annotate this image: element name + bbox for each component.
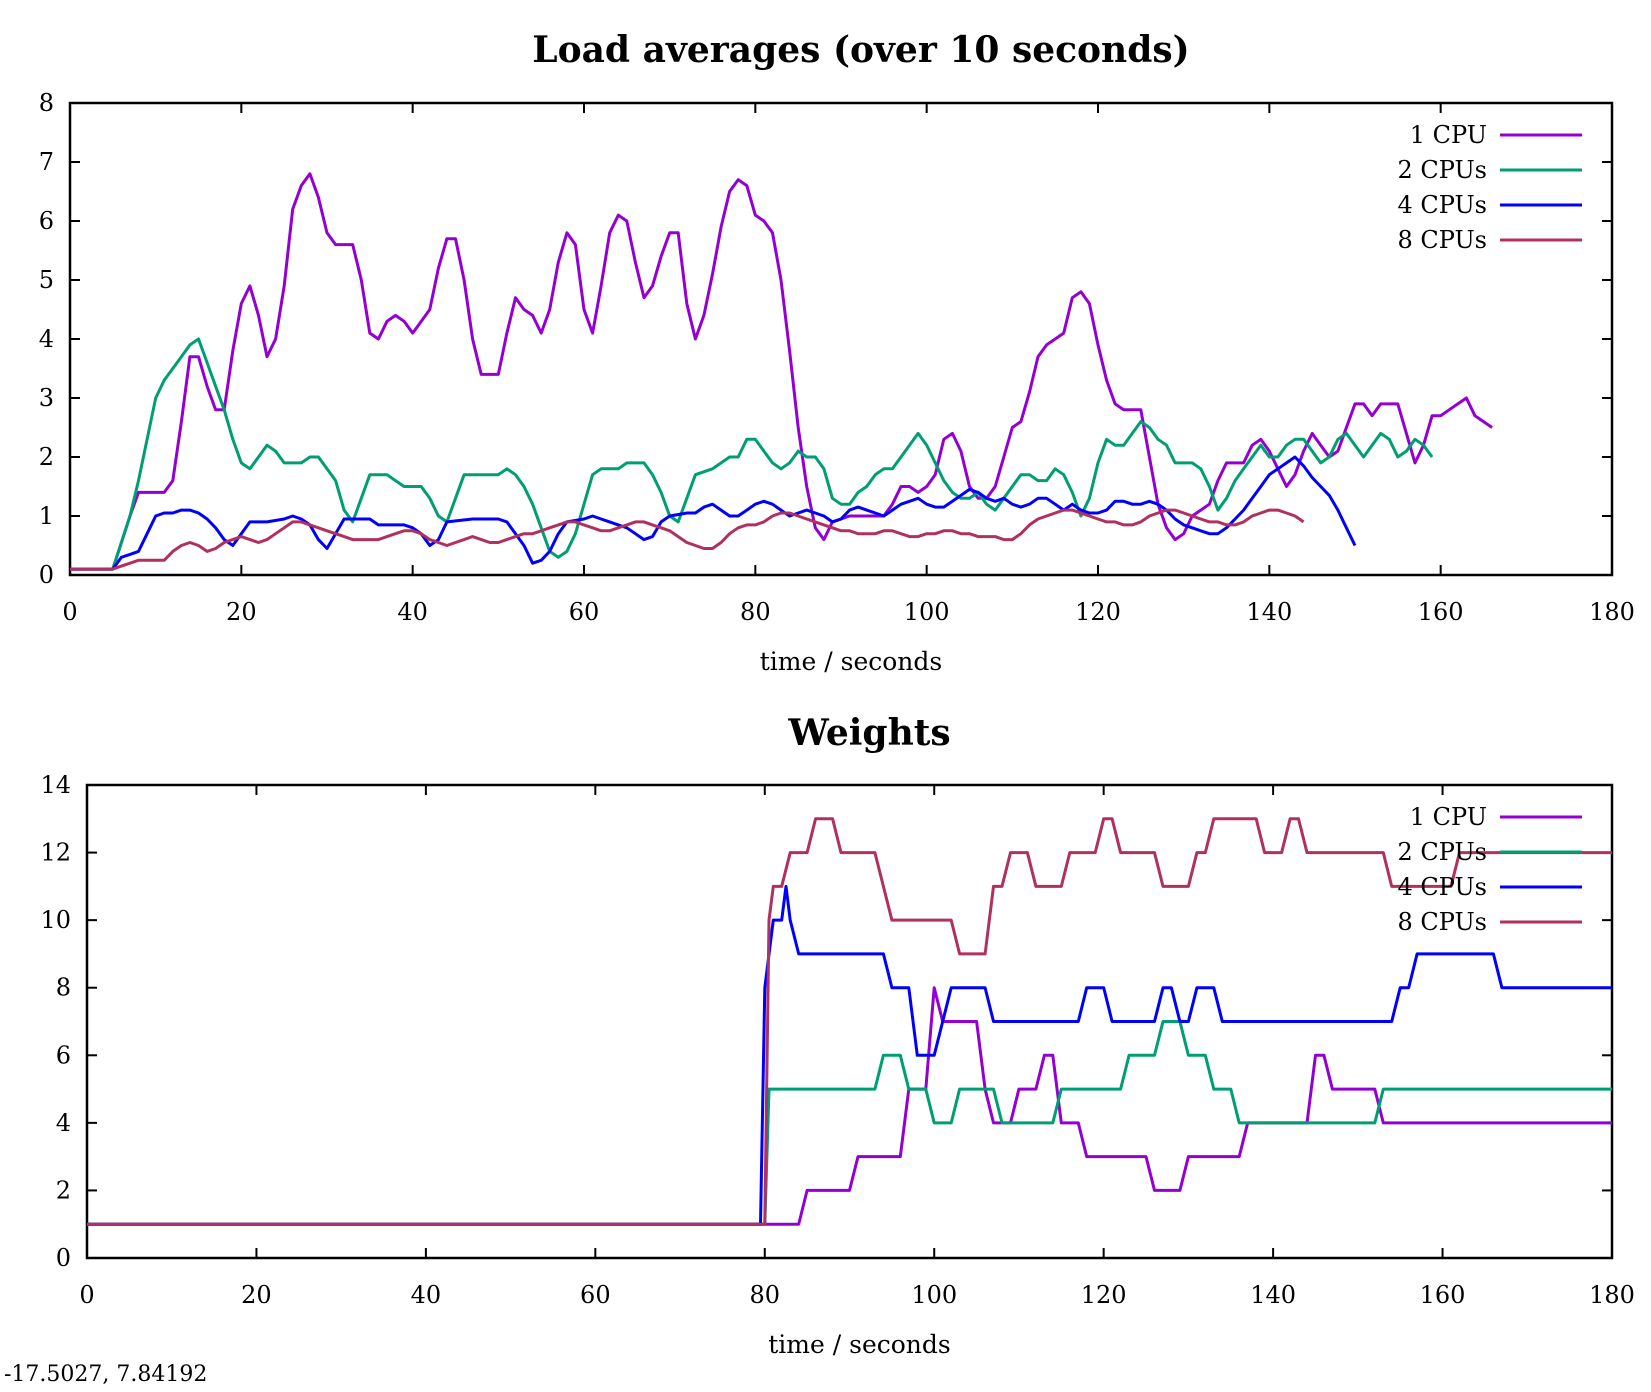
x-tick-label: 180: [1589, 1281, 1635, 1309]
x-tick-label: 20: [241, 1281, 272, 1309]
y-tick-label: 1: [39, 502, 54, 530]
y-tick-label: 8: [56, 974, 71, 1002]
y-tick-label: 0: [56, 1244, 71, 1272]
x-tick-label: 180: [1589, 598, 1635, 626]
y-tick-label: 4: [39, 325, 54, 353]
x-tick-label: 60: [569, 598, 600, 626]
chart-title: Weights: [787, 712, 950, 754]
y-tick-label: 3: [39, 384, 54, 412]
x-tick-label: 160: [1420, 1281, 1466, 1309]
legend-label: 1 CPU: [1410, 121, 1487, 149]
x-tick-label: 100: [911, 1281, 957, 1309]
legend-label: 2 CPUs: [1397, 156, 1487, 184]
y-tick-label: 0: [39, 561, 54, 589]
legend-label: 8 CPUs: [1397, 908, 1487, 936]
y-tick-label: 5: [39, 266, 54, 294]
x-tick-label: 140: [1246, 598, 1292, 626]
legend-label: 4 CPUs: [1397, 873, 1487, 901]
chart-title: Load averages (over 10 seconds): [532, 29, 1189, 71]
y-tick-label: 2: [56, 1176, 71, 1204]
load-averages-chart: Load averages (over 10 seconds)0 20 40 60 80…: [39, 29, 1635, 676]
series-line-8-cpus: [70, 508, 1305, 571]
legend-label: 4 CPUs: [1397, 191, 1487, 219]
legend-label: 2 CPUs: [1397, 838, 1487, 866]
x-tick-label: 160: [1418, 598, 1464, 626]
x-tick-label: 140: [1250, 1281, 1296, 1309]
x-tick-label: 60: [580, 1281, 611, 1309]
x-tick-label: 120: [1081, 1281, 1127, 1309]
x-axis-label: time / seconds: [760, 647, 942, 676]
y-tick-label: 7: [39, 148, 54, 176]
series-line-4-cpus: [87, 884, 1612, 1226]
series-line-8-cpus: [87, 817, 1612, 1226]
legend-label: 8 CPUs: [1397, 226, 1487, 254]
plot-frame: [85, 783, 1614, 1260]
x-tick-label: 40: [397, 598, 428, 626]
x-tick-label: 40: [411, 1281, 442, 1309]
series-line-2-cpus: [70, 337, 1434, 571]
y-tick-label: 6: [56, 1041, 71, 1069]
y-tick-label: 4: [56, 1109, 71, 1137]
y-tick-label: 6: [39, 207, 54, 235]
x-tick-label: 80: [750, 1281, 781, 1309]
y-tick-label: 14: [40, 771, 71, 799]
x-tick-label: 120: [1075, 598, 1121, 626]
legend-label: 1 CPU: [1410, 803, 1487, 831]
x-axis-label: time / seconds: [768, 1330, 950, 1359]
series-line-4-cpus: [70, 455, 1357, 571]
x-tick-label: 0: [79, 1281, 94, 1309]
weights-chart: Weights 0 20 40 60 80 100 120 140 160 180 0 2 4 6 8 10 12…: [40, 712, 1634, 1359]
x-tick-label: 80: [740, 598, 771, 626]
y-tick-label: 8: [39, 89, 54, 117]
series-line-1-cpu: [87, 986, 1612, 1226]
x-tick-label: 100: [904, 598, 950, 626]
series-line-2-cpus: [87, 1020, 1612, 1226]
y-tick-label: 10: [40, 906, 71, 934]
y-tick-label: 12: [40, 839, 71, 867]
x-tick-label: 0: [62, 598, 77, 626]
mouse-coordinate-readout: -17.5027, 7.84192: [4, 1362, 208, 1387]
x-tick-label: 20: [226, 598, 257, 626]
y-tick-label: 2: [39, 443, 54, 471]
